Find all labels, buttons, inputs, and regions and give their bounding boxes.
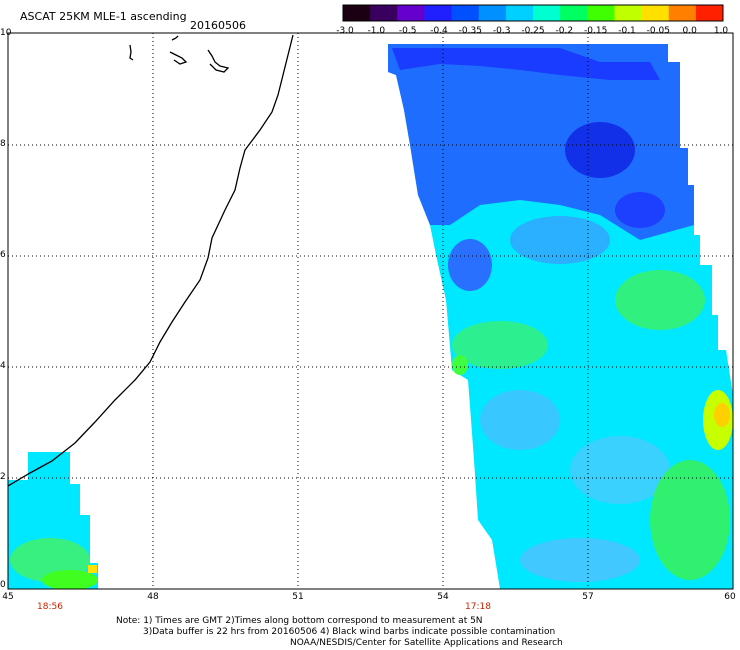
colorbar-segment [343, 5, 371, 21]
colorbar [342, 4, 724, 22]
x-tick-57: 57 [582, 592, 594, 602]
swath-east [388, 44, 733, 589]
plot-frame [7, 32, 734, 590]
colorbar-segment [505, 5, 534, 21]
colorbar-label: -0.4 [430, 26, 448, 36]
colorbar-label: -0.3 [492, 26, 511, 36]
colorbar-label: -0.05 [646, 26, 670, 36]
colorbar-segment [533, 5, 561, 21]
x-tick-54: 54 [437, 592, 449, 602]
note-line-2: 3)Data buffer is 22 hrs from 20160506 4)… [143, 627, 556, 637]
coastline [8, 34, 294, 487]
pass-time-east: 17:18 [465, 602, 491, 612]
colorbar-label: -0.35 [458, 26, 482, 36]
y-tick-6: 6 [0, 250, 6, 260]
y-tick-2: 2 [0, 472, 6, 482]
x-tick-51: 51 [292, 592, 304, 602]
colorbar-segment [397, 5, 425, 21]
y-tick-0: 0 [0, 580, 6, 590]
map-date: 20160506 [190, 19, 246, 32]
y-tick-8: 8 [0, 139, 6, 149]
colorbar-segment [424, 5, 453, 21]
y-tick-4: 4 [0, 361, 6, 371]
colorbar-label: -1.0 [367, 26, 386, 36]
colorbar-segment [478, 5, 507, 21]
colorbar-segment [587, 5, 615, 21]
colorbar-label: -0.15 [584, 26, 608, 36]
colorbar-segment [614, 5, 643, 21]
colorbar-segment [370, 5, 398, 21]
colorbar-label: -0.2 [555, 26, 574, 36]
colorbar-label: -0.5 [398, 26, 417, 36]
colorbar-label: 0.0 [682, 26, 697, 36]
map-title: ASCAT 25KM MLE-1 ascending [20, 10, 187, 23]
colorbar-label: 1.0 [713, 26, 729, 36]
x-tick-45: 45 [2, 592, 14, 602]
colorbar-label: -0.1 [618, 26, 636, 36]
x-tick-60: 60 [724, 592, 736, 602]
colorbar-segment [451, 5, 480, 21]
colorbar-segment [668, 5, 697, 21]
colorbar-segment [695, 5, 724, 21]
colorbar-segment [641, 5, 670, 21]
swath-west [8, 452, 98, 589]
note-line-3: NOAA/NESDIS/Center for Satellite Applica… [290, 638, 563, 648]
y-tick-10: 10 [0, 28, 12, 38]
pass-time-west: 18:56 [37, 602, 63, 612]
note-line-1: Note: 1) Times are GMT 2)Times along bot… [116, 616, 483, 626]
colorbar-label: -0.25 [521, 26, 545, 36]
colorbar-segment [560, 5, 588, 21]
x-tick-48: 48 [147, 592, 159, 602]
gridlines [8, 33, 733, 589]
colorbar-label: -3.0 [336, 26, 354, 36]
colorbar-border [342, 4, 724, 22]
